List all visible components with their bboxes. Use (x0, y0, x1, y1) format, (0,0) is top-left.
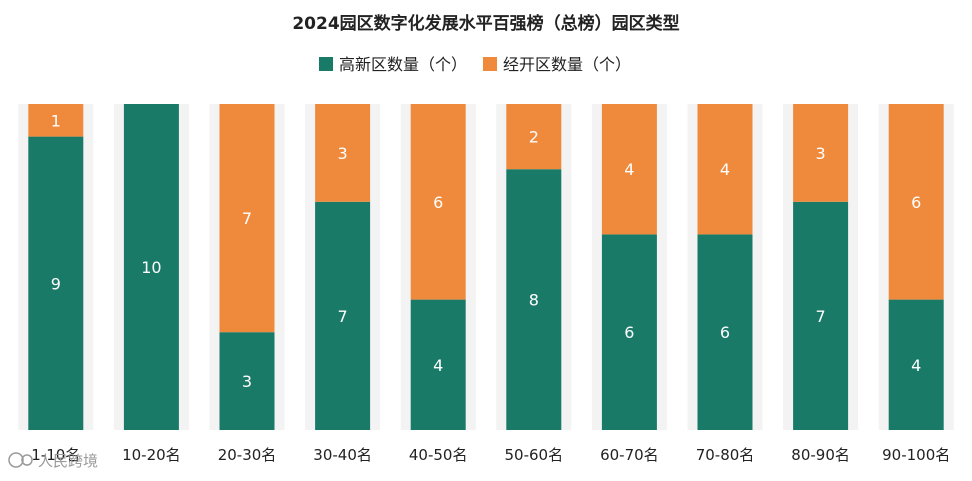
bar-economic-dev (506, 104, 562, 170)
bar-high-tech (410, 299, 466, 430)
bars (28, 104, 944, 430)
x-tick-label: 1-10名 (31, 446, 80, 464)
value-label-high-tech: 4 (433, 356, 443, 375)
bar-high-tech (315, 201, 371, 430)
value-label-high-tech: 9 (51, 274, 61, 293)
bar-high-tech (123, 104, 179, 430)
value-label-high-tech: 7 (816, 307, 826, 326)
bar-high-tech (28, 136, 84, 430)
value-label-economic-dev: 2 (529, 128, 539, 147)
value-label-economic-dev: 7 (242, 209, 252, 228)
x-tick-label: 60-70名 (600, 446, 659, 464)
bar-economic-dev (28, 104, 84, 137)
legend: 高新区数量（个） 经开区数量（个） (319, 55, 631, 74)
legend-swatch-economic-dev (483, 57, 497, 71)
watermark-text: 人民跨境 (38, 452, 98, 470)
x-tick-label: 70-80名 (696, 446, 755, 464)
bar-economic-dev (793, 104, 849, 202)
x-tick-label: 40-50名 (409, 446, 468, 464)
value-label-high-tech: 10 (141, 258, 161, 277)
legend-label-economic-dev: 经开区数量（个） (503, 55, 631, 74)
x-axis-tick-labels: 1-10名 10-20名 20-30名 30-40名 40-50名 50-60名 60-70… (31, 446, 950, 464)
x-tick-label: 10-20名 (122, 446, 181, 464)
value-label-economic-dev: 6 (433, 193, 443, 212)
value-label-high-tech: 7 (338, 307, 348, 326)
bar-high-tech (888, 299, 944, 430)
value-label-economic-dev: 4 (720, 160, 730, 179)
bar-economic-dev (315, 104, 371, 202)
x-tick-label: 80-90名 (791, 446, 850, 464)
legend-label-high-tech: 高新区数量（个） (339, 55, 467, 74)
bar-high-tech (601, 234, 657, 430)
value-label-economic-dev: 6 (911, 193, 921, 212)
legend-swatch-high-tech (319, 57, 333, 71)
value-labels: 9 1 10 3 7 7 3 4 6 8 2 6 4 6 4 7 3 4 6 (51, 111, 922, 391)
value-label-economic-dev: 4 (624, 160, 634, 179)
bar-high-tech (793, 201, 849, 430)
value-label-economic-dev: 3 (816, 144, 826, 163)
bar-economic-dev (697, 104, 753, 235)
bar-economic-dev (410, 104, 466, 300)
chart-title: 2024园区数字化发展水平百强榜（总榜）园区类型 (292, 13, 679, 34)
value-label-high-tech: 8 (529, 291, 539, 310)
x-tick-label: 20-30名 (218, 446, 277, 464)
value-label-economic-dev: 1 (51, 111, 61, 130)
watermark: 人民跨境 (8, 452, 98, 470)
value-label-high-tech: 3 (242, 372, 252, 391)
bar-high-tech (697, 234, 753, 430)
x-tick-label: 90-100名 (882, 446, 950, 464)
value-label-high-tech: 6 (720, 323, 730, 342)
bar-economic-dev (219, 104, 275, 333)
value-label-economic-dev: 3 (338, 144, 348, 163)
bar-economic-dev (888, 104, 944, 300)
x-tick-label: 50-60名 (505, 446, 564, 464)
bar-high-tech (219, 332, 275, 430)
bar-high-tech (506, 169, 562, 430)
value-label-high-tech: 4 (911, 356, 921, 375)
value-label-high-tech: 6 (624, 323, 634, 342)
bar-economic-dev (601, 104, 657, 235)
x-tick-label: 30-40名 (313, 446, 372, 464)
watermark-logo-icon (8, 452, 24, 468)
